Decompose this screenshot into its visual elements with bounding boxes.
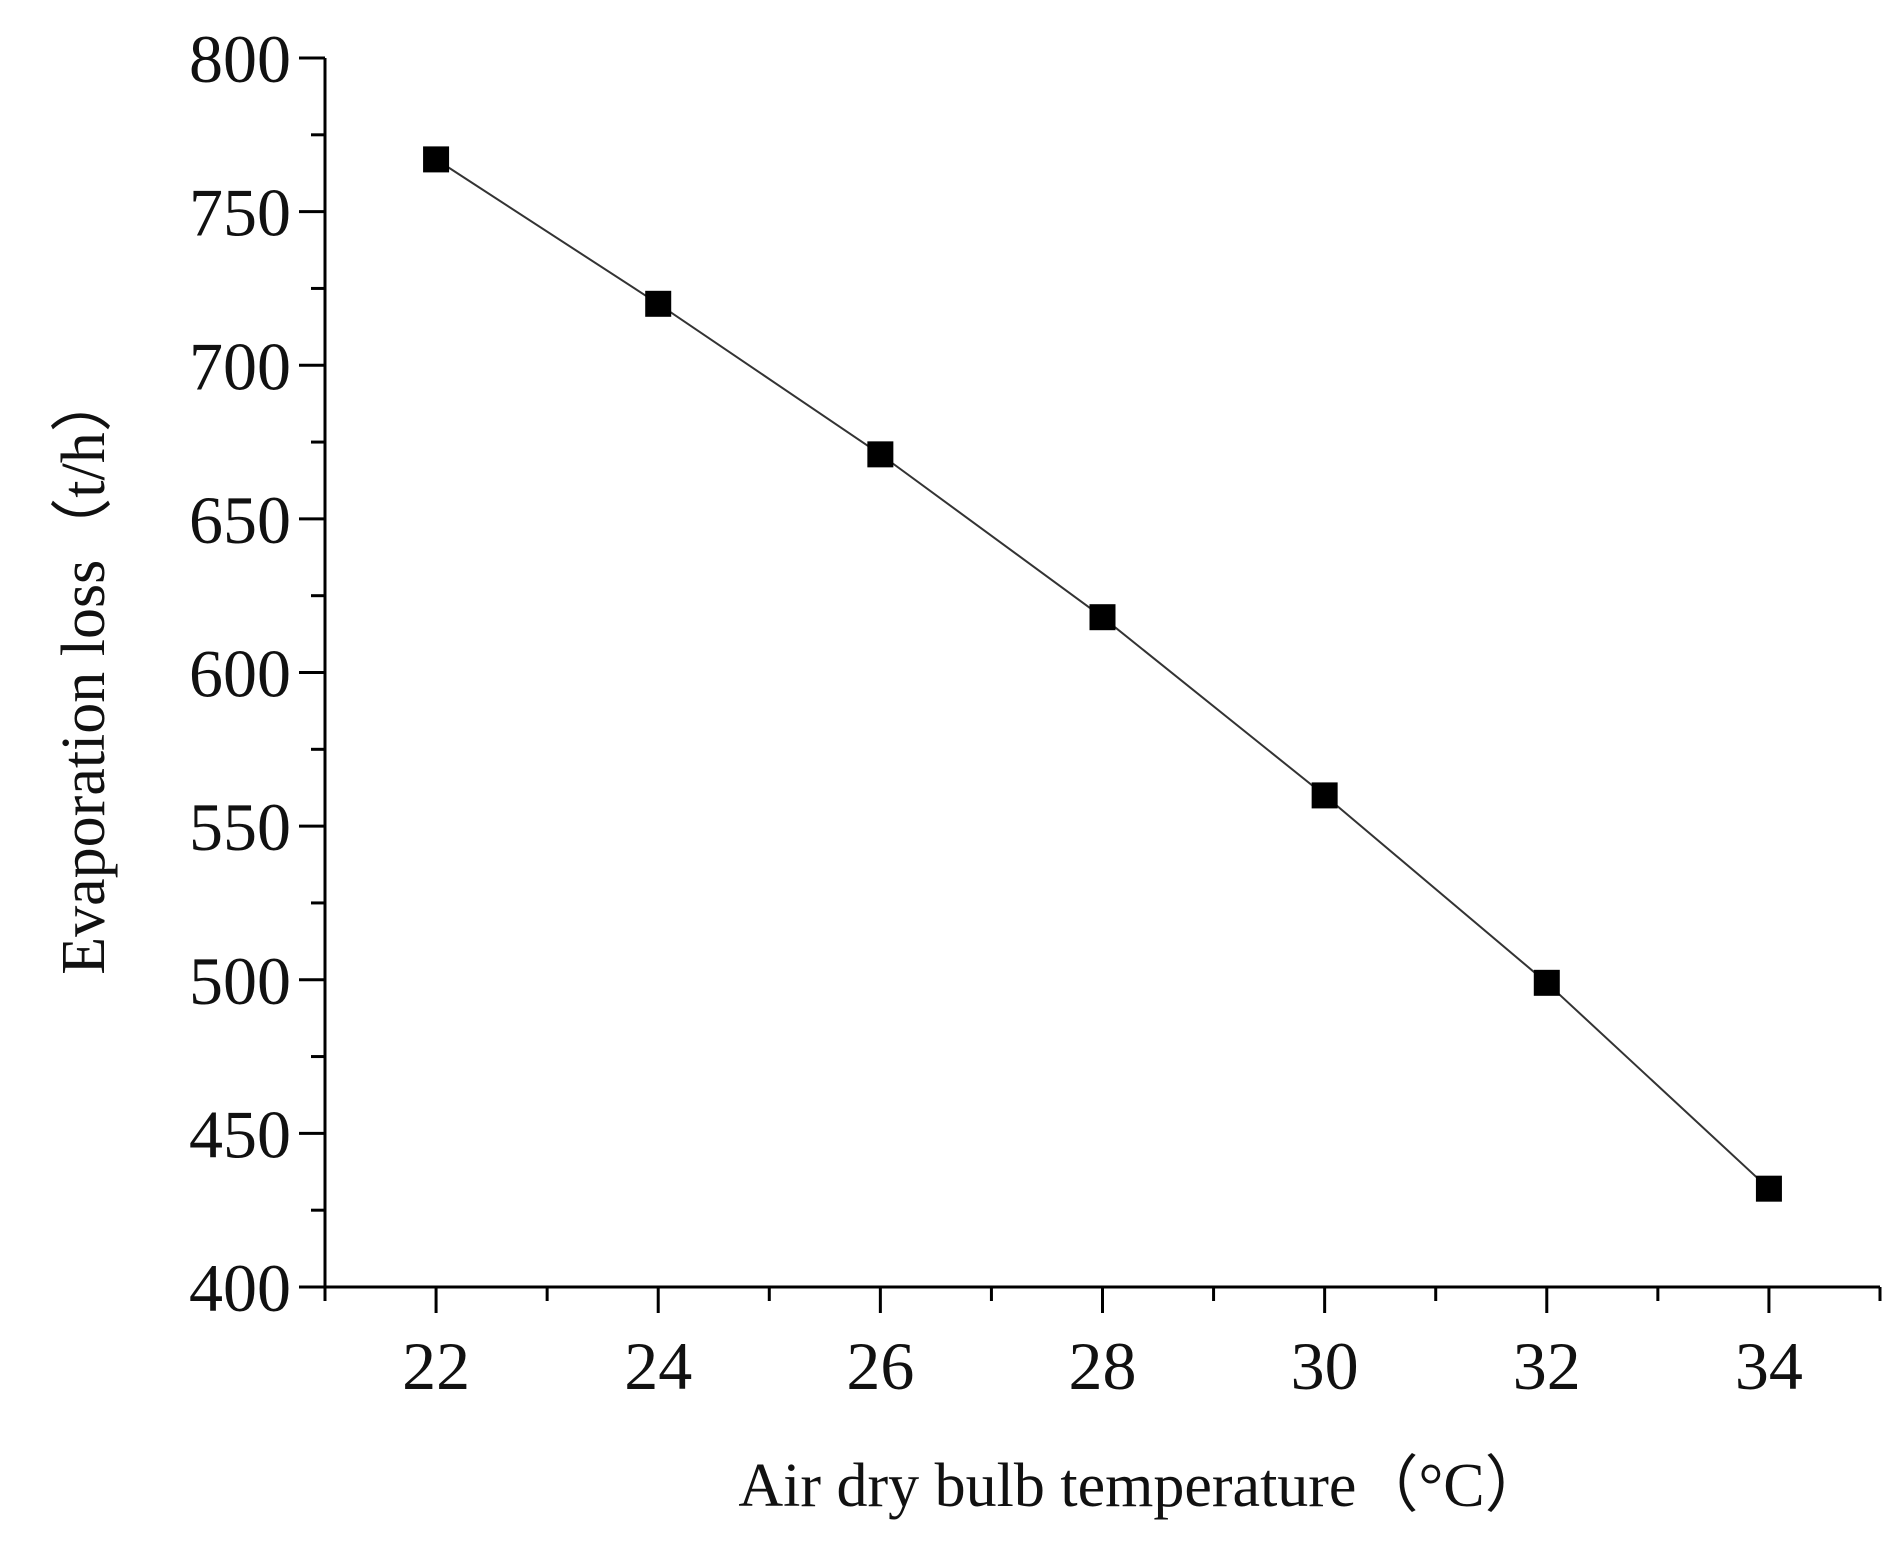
y-tick-label: 800: [189, 21, 291, 97]
data-point-marker: [867, 441, 894, 468]
x-axis-title: Air dry bulb temperature（°C）: [738, 1452, 1546, 1520]
data-point-marker: [1311, 782, 1338, 809]
y-tick-label: 650: [189, 482, 291, 558]
y-tick-label: 450: [189, 1096, 291, 1172]
data-point-marker: [423, 146, 450, 173]
y-tick-label: 500: [189, 943, 291, 1019]
y-tick-label: 400: [189, 1250, 291, 1326]
x-tick-label: 30: [1291, 1328, 1359, 1404]
y-axis-title: Evaporation loss（t/h）: [50, 370, 118, 974]
x-tick-label: 26: [846, 1328, 914, 1404]
x-tick-label: 34: [1735, 1328, 1803, 1404]
axes: [299, 56, 1882, 1313]
y-tick-label: 600: [189, 636, 291, 712]
y-tick-label: 550: [189, 789, 291, 865]
x-tick-label: 22: [402, 1328, 470, 1404]
y-tick-label: 700: [189, 328, 291, 404]
x-tick-label: 32: [1513, 1328, 1581, 1404]
data-point-marker: [645, 290, 672, 317]
series-layer: [423, 146, 1782, 1202]
data-point-marker: [1533, 969, 1560, 996]
data-point-marker: [1089, 604, 1116, 631]
x-tick-label: 28: [1069, 1328, 1137, 1404]
tick-labels: 400 450 500 550 600 650 700 750 800 22 24 26 28 30 32 3…: [189, 21, 1803, 1404]
series-line: [435, 158, 1770, 1190]
x-tick-label: 24: [624, 1328, 692, 1404]
data-point-marker: [1755, 1175, 1782, 1202]
y-tick-label: 750: [189, 175, 291, 251]
